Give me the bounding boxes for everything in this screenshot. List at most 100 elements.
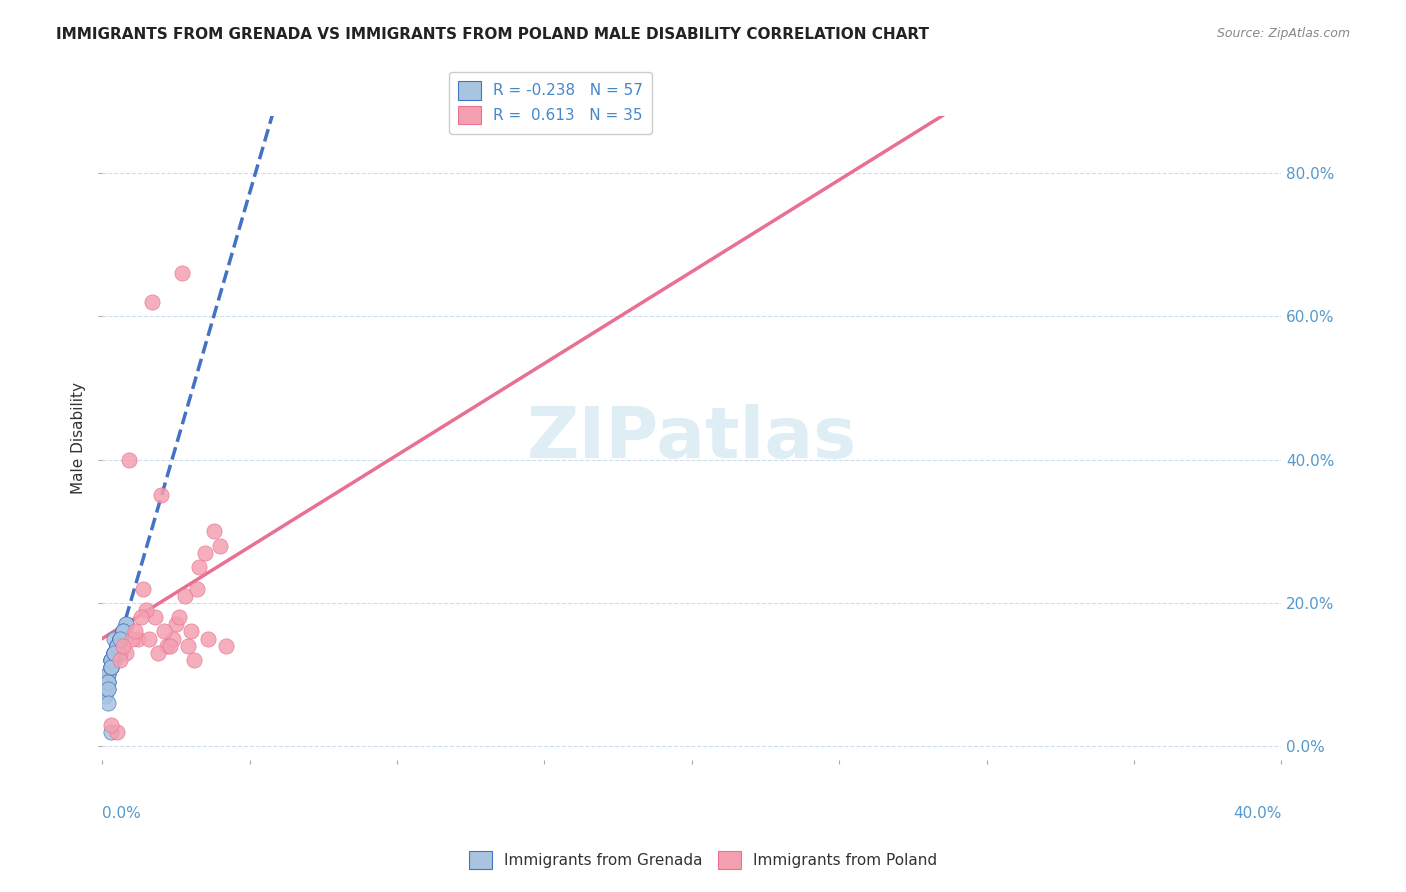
Point	[103, 646, 125, 660]
Point	[105, 639, 128, 653]
Point	[100, 653, 122, 667]
Point	[138, 632, 160, 646]
Point	[173, 589, 195, 603]
Point	[170, 266, 193, 280]
Point	[97, 667, 120, 681]
Point	[209, 539, 232, 553]
Point	[94, 681, 117, 696]
Point	[97, 681, 120, 696]
Point	[141, 295, 163, 310]
Point	[111, 624, 134, 639]
Point	[197, 632, 219, 646]
Point	[108, 632, 131, 646]
Point	[103, 646, 125, 660]
Point	[180, 624, 202, 639]
Point	[114, 617, 136, 632]
Point	[183, 653, 205, 667]
Text: 0.0%: 0.0%	[103, 805, 141, 821]
Point	[100, 653, 122, 667]
Point	[188, 560, 211, 574]
Point	[150, 488, 173, 502]
Point	[215, 639, 238, 653]
Text: Source: ZipAtlas.com: Source: ZipAtlas.com	[1216, 27, 1350, 40]
Point	[100, 653, 122, 667]
Point	[114, 646, 136, 660]
Point	[153, 624, 176, 639]
Legend: R = -0.238   N = 57, R =  0.613   N = 35: R = -0.238 N = 57, R = 0.613 N = 35	[449, 72, 652, 134]
Point	[118, 452, 141, 467]
Text: 40.0%: 40.0%	[1233, 805, 1281, 821]
Point	[111, 624, 134, 639]
Point	[111, 624, 134, 639]
Point	[103, 632, 125, 646]
Point	[103, 646, 125, 660]
Point	[100, 660, 122, 674]
Point	[135, 603, 157, 617]
Point	[105, 639, 128, 653]
Point	[129, 610, 152, 624]
Point	[202, 524, 225, 539]
Point	[100, 653, 122, 667]
Point	[100, 660, 122, 674]
Point	[108, 632, 131, 646]
Point	[97, 674, 120, 689]
Point	[105, 639, 128, 653]
Point	[111, 624, 134, 639]
Point	[177, 639, 200, 653]
Point	[111, 639, 134, 653]
Point	[108, 632, 131, 646]
Point	[103, 646, 125, 660]
Point	[100, 660, 122, 674]
Text: ZIPatlas: ZIPatlas	[527, 403, 856, 473]
Y-axis label: Male Disability: Male Disability	[72, 382, 86, 494]
Point	[100, 717, 122, 731]
Point	[94, 689, 117, 703]
Point	[100, 660, 122, 674]
Point	[103, 646, 125, 660]
Point	[194, 546, 217, 560]
Point	[97, 674, 120, 689]
Point	[108, 646, 131, 660]
Point	[103, 646, 125, 660]
Point	[111, 624, 134, 639]
Point	[105, 724, 128, 739]
Point	[108, 632, 131, 646]
Point	[108, 632, 131, 646]
Point	[156, 639, 179, 653]
Point	[132, 582, 155, 596]
Point	[100, 660, 122, 674]
Point	[103, 646, 125, 660]
Point	[108, 632, 131, 646]
Point	[114, 617, 136, 632]
Point	[148, 646, 170, 660]
Point	[105, 639, 128, 653]
Point	[121, 632, 143, 646]
Point	[97, 681, 120, 696]
Legend: Immigrants from Grenada, Immigrants from Poland: Immigrants from Grenada, Immigrants from…	[463, 845, 943, 875]
Point	[186, 582, 208, 596]
Point	[108, 632, 131, 646]
Point	[97, 674, 120, 689]
Point	[127, 632, 149, 646]
Point	[159, 639, 181, 653]
Point	[103, 646, 125, 660]
Point	[97, 667, 120, 681]
Point	[105, 639, 128, 653]
Point	[103, 653, 125, 667]
Point	[162, 632, 184, 646]
Point	[105, 646, 128, 660]
Point	[97, 696, 120, 710]
Point	[105, 639, 128, 653]
Point	[167, 610, 190, 624]
Point	[143, 610, 166, 624]
Point	[100, 653, 122, 667]
Point	[105, 639, 128, 653]
Point	[165, 617, 187, 632]
Point	[103, 646, 125, 660]
Point	[105, 639, 128, 653]
Text: IMMIGRANTS FROM GRENADA VS IMMIGRANTS FROM POLAND MALE DISABILITY CORRELATION CH: IMMIGRANTS FROM GRENADA VS IMMIGRANTS FR…	[56, 27, 929, 42]
Point	[124, 624, 146, 639]
Point	[100, 724, 122, 739]
Point	[100, 653, 122, 667]
Point	[108, 653, 131, 667]
